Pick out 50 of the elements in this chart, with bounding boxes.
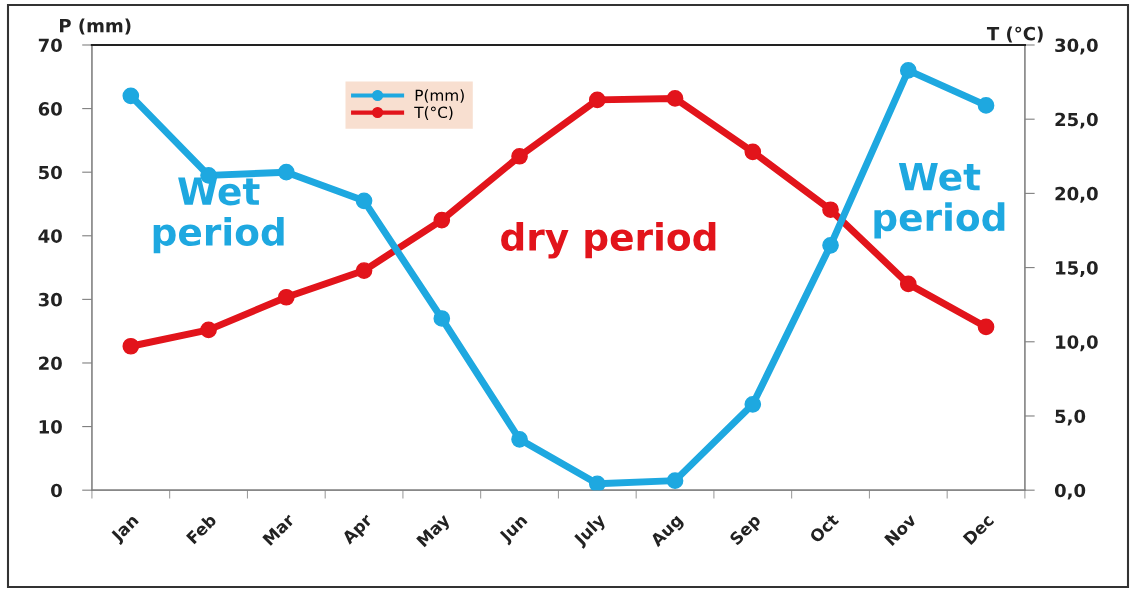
x-tick-label: Jan (109, 513, 142, 546)
point (899, 275, 917, 293)
point (744, 143, 762, 161)
point (666, 90, 684, 107)
y-tick-label: 20 (39, 356, 62, 371)
y-tick-label: 60 (38, 102, 62, 116)
point (666, 472, 684, 489)
y-tick-label: 30 (38, 292, 62, 307)
point (588, 91, 606, 109)
annotation: Wet period (874, 162, 1005, 239)
x-tick-label: Sep (728, 513, 764, 548)
legend-label: P(mm) (415, 89, 464, 103)
point (511, 430, 528, 448)
point (822, 201, 839, 219)
x-tick-label: Jun (498, 513, 530, 546)
y-tick-label: 10 (39, 420, 62, 434)
annotation: Wet period (153, 177, 284, 254)
point (200, 321, 217, 339)
x-tick-label: Feb (185, 512, 218, 545)
y-tick-label: 40 (38, 229, 62, 243)
y2-tick-label: 10,0 (1056, 335, 1098, 352)
y-tick-label: 70 (38, 38, 62, 53)
y2-tick-label: 15,0 (1056, 261, 1098, 278)
point (744, 395, 762, 413)
y-axis-title: P (mm) (60, 18, 131, 35)
annotation: dry period (501, 221, 716, 259)
point (511, 147, 528, 165)
point (977, 318, 995, 336)
y2-tick-label: 25,0 (1055, 112, 1098, 129)
point (277, 288, 295, 306)
y2-axis-title: T (°C) (986, 26, 1043, 43)
point (433, 310, 451, 327)
y-tick-label: 50 (39, 165, 62, 180)
point (977, 97, 995, 114)
x-tick-label: Oct (808, 512, 840, 544)
y-tick-label: 0 (51, 483, 62, 498)
y2-tick-label: 5,0 (1055, 409, 1086, 426)
point (355, 192, 373, 210)
point (822, 236, 839, 254)
y2-tick-label: 30,0 (1055, 38, 1098, 55)
legend-label: T(°C) (414, 106, 453, 120)
y2-tick-label: 0,0 (1054, 483, 1086, 500)
point (899, 62, 917, 79)
point (433, 211, 451, 229)
point (355, 262, 373, 279)
point (588, 475, 606, 491)
y2-tick-label: 20,0 (1055, 186, 1098, 203)
point (122, 337, 140, 355)
point (277, 163, 295, 181)
point (122, 87, 140, 105)
